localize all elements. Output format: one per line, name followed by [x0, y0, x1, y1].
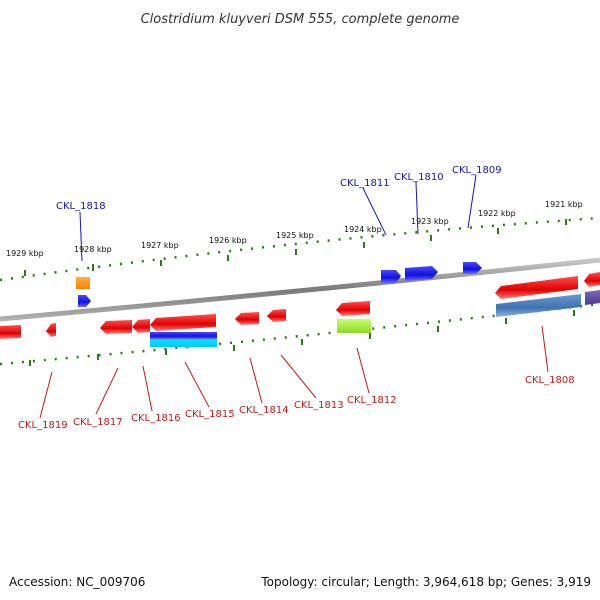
scale-label: 1927 kbp: [141, 241, 179, 250]
gene-ckl-1819-arrow[interactable]: [0, 325, 21, 339]
gene-ckl-1808-steel-box[interactable]: [496, 294, 581, 317]
gene-ckl-1816-arrow[interactable]: [132, 319, 150, 333]
bottom-gene-labels: CKL_1819 CKL_1817 CKL_1816 CKL_1815 CKL_…: [18, 375, 575, 431]
scale-label: 1922 kbp: [478, 209, 516, 218]
gene-ckl-1815-cyan-box[interactable]: [150, 339, 217, 347]
gene-label[interactable]: CKL_1810: [394, 172, 444, 183]
scale-label: 1921 kbp: [545, 200, 583, 209]
scale-label: 1924 kbp: [344, 225, 382, 234]
gene-label[interactable]: CKL_1808: [525, 375, 575, 386]
gene-label[interactable]: CKL_1809: [452, 165, 502, 176]
gene-ckl-1810-arrow[interactable]: [405, 266, 438, 281]
top-gene-labels: CKL_1818 CKL_1811 CKL_1810 CKL_1809: [56, 165, 502, 212]
gene-label[interactable]: CKL_1811: [340, 178, 390, 189]
upper-major-ticks: [24, 219, 567, 276]
top-leader-lines: [79, 174, 477, 262]
gene-label[interactable]: CKL_1814: [239, 405, 289, 416]
gene-ckl-1815-arrow[interactable]: [150, 314, 216, 331]
gene-ckl-1815-blue-box[interactable]: [150, 332, 217, 339]
reverse-strand-genes: [0, 272, 600, 347]
scale-label: 1923 kbp: [411, 217, 449, 226]
gene-label[interactable]: CKL_1819: [18, 420, 68, 431]
gene-ckl-1818-box[interactable]: [76, 277, 90, 289]
gene-label[interactable]: CKL_1813: [294, 400, 344, 411]
genome-summary-text: Topology: circular; Length: 3,964,618 bp…: [260, 575, 591, 589]
gene-ckl-1813-arrow[interactable]: [267, 309, 286, 322]
genome-title: Clostridium kluyveri DSM 555, complete g…: [141, 12, 460, 27]
genome-backbone: [0, 257, 600, 322]
gene-label[interactable]: CKL_1816: [131, 413, 181, 424]
gene-label[interactable]: CKL_1818: [56, 201, 106, 212]
scale-label: 1929 kbp: [6, 249, 44, 258]
gene-label[interactable]: CKL_1815: [185, 409, 235, 420]
gene-ckl-1808-arrow[interactable]: [495, 276, 578, 299]
gene-label[interactable]: CKL_1817: [73, 417, 123, 428]
gene-ckl-1817-arrow[interactable]: [100, 320, 132, 334]
bottom-leader-lines: [39, 325, 549, 419]
gene-label[interactable]: CKL_1812: [347, 395, 397, 406]
lower-major-ticks: [29, 310, 575, 366]
gene-ckl-1812-lime-box[interactable]: [337, 319, 371, 333]
accession-text: Accession: NC_009706: [9, 575, 145, 589]
scale-label: 1925 kbp: [276, 231, 314, 240]
gene-ckl-1809-arrow[interactable]: [463, 262, 482, 274]
gene-ckl-1819b-arrow[interactable]: [46, 323, 56, 337]
gene-ckl-1818-arrow[interactable]: [78, 295, 91, 307]
scale-labels: 1929 kbp 1928 kbp 1927 kbp 1926 kbp 1925…: [6, 200, 583, 258]
scale-label: 1926 kbp: [209, 236, 247, 245]
gene-ckl-1807-purple-box[interactable]: [585, 290, 600, 305]
gene-ckl-1807-arrow[interactable]: [584, 272, 600, 287]
gene-ckl-1811-arrow[interactable]: [381, 270, 401, 283]
scale-label: 1928 kbp: [74, 245, 112, 254]
forward-strand-genes: [76, 262, 482, 307]
gene-ckl-1814-arrow[interactable]: [235, 312, 259, 325]
gene-ckl-1812-arrow[interactable]: [336, 301, 370, 316]
